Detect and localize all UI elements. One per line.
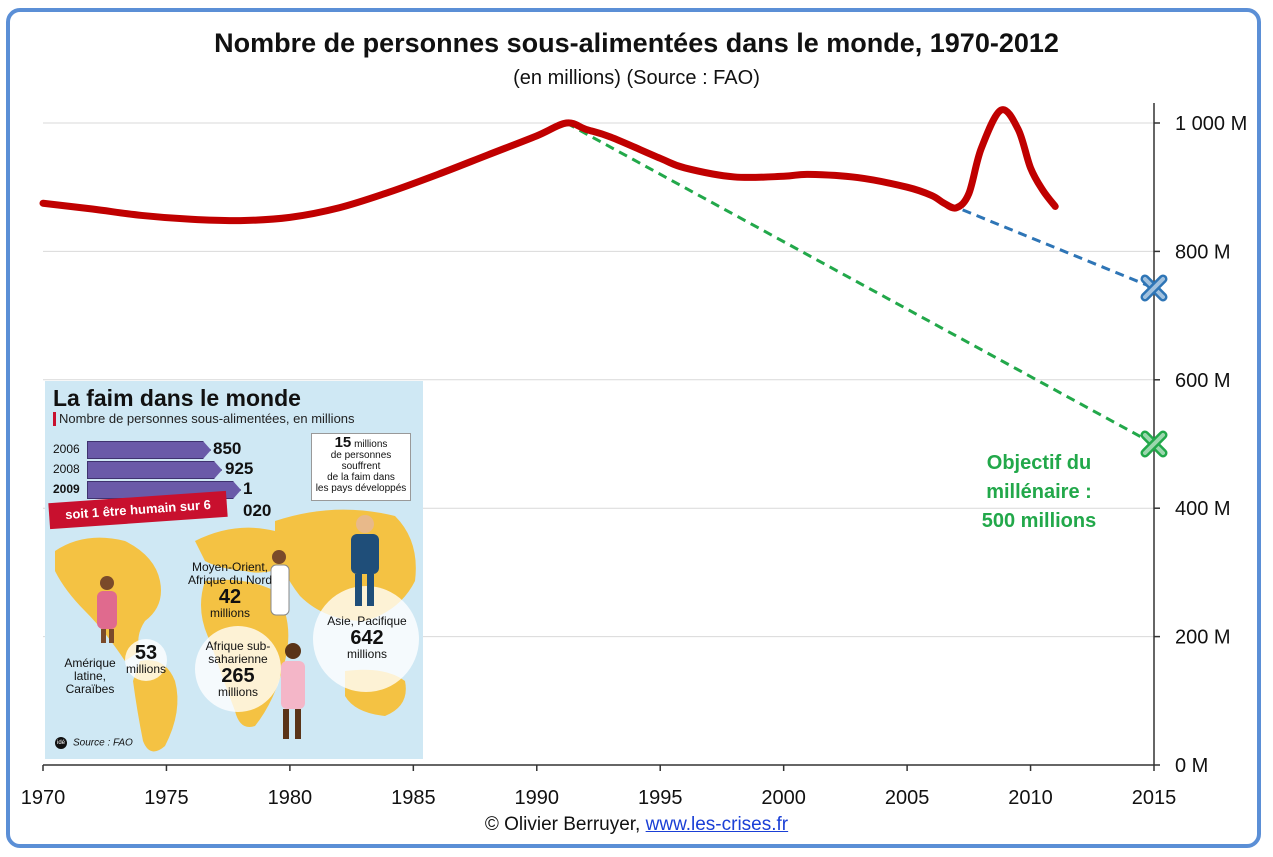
y-tick-label: 600 M (1175, 370, 1231, 392)
inset-title: La faim dans le monde (53, 385, 301, 411)
x-tick-label: 1990 (515, 787, 560, 809)
chart-title: Nombre de personnes sous-alimentées dans… (214, 28, 1059, 58)
x-tick-label: 1970 (21, 787, 66, 809)
credit-text: © Olivier Berruyer, (484, 814, 646, 835)
x-tick-label: 2005 (885, 787, 930, 809)
person-asia-icon (351, 515, 379, 606)
y-tick-labels: 0 M 200 M 400 M 600 M 800 M 1 000 M (1175, 113, 1247, 777)
region-value: 42 (218, 586, 242, 608)
inset-subtitle: Nombre de personnes sous-alimentées, en … (53, 412, 355, 426)
blue-x-marker (1140, 274, 1168, 302)
bar-value: 850 (213, 439, 242, 458)
green-x-marker (1140, 430, 1168, 458)
europe-shape (195, 527, 289, 573)
axes (42, 103, 1160, 771)
region-name: Amérique (64, 656, 116, 670)
bar-year: 2006 (53, 442, 80, 456)
x-tick-label: 1980 (268, 787, 313, 809)
box-number: 15 (334, 434, 352, 451)
region-name: latine, (73, 669, 107, 683)
box-line-4: de la faim dans (327, 472, 395, 483)
millennium-goal-annotation: Objectif du millénaire : 500 millions (982, 452, 1097, 532)
region-name: Afrique du Nord (187, 573, 273, 587)
bar-2008 (87, 461, 222, 479)
region-name: saharienne (208, 652, 268, 666)
people-figures (97, 515, 379, 739)
site-link[interactable]: www.les-crises.fr (645, 814, 789, 835)
green-goal-trend-line (565, 121, 1155, 446)
inset-source: idé Source : FAO (55, 737, 133, 749)
region-asia: Asie, Pacifique 642 millions (317, 615, 417, 661)
bar-year: 2008 (53, 462, 80, 476)
inset-source-text: Source : FAO (73, 737, 133, 749)
annotation-line-3: 500 millions (982, 510, 1097, 532)
y-tick-label: 0 M (1175, 755, 1208, 777)
x-tick-label: 1995 (638, 787, 683, 809)
series-lines (39, 106, 1155, 446)
africa-bubble (195, 626, 281, 712)
south-america-shape (133, 660, 178, 752)
region-name: Moyen-Orient, (191, 560, 269, 574)
x-tick-label: 2000 (761, 787, 806, 809)
bar-value: 925 (225, 459, 254, 478)
region-value: 265 (221, 665, 255, 687)
y-tick-label: 800 M (1175, 241, 1231, 263)
bar-value: 1 020 (243, 479, 272, 520)
x-tick-label: 2010 (1008, 787, 1053, 809)
region-value: 53 (134, 642, 158, 664)
x-tick-label: 1985 (391, 787, 436, 809)
region-unit: millions (217, 685, 258, 699)
box-line-2: de personnes (330, 450, 392, 461)
box-line-3: souffrent (341, 461, 381, 472)
person-mideast-icon (270, 550, 290, 616)
undernourished-series-line (39, 106, 1059, 225)
region-name: Caraïbes (65, 682, 115, 696)
region-latam-value: 53 millions (125, 643, 167, 676)
region-value: 642 (350, 627, 384, 649)
region-latam: Amérique latine, Caraïbes (55, 657, 125, 696)
region-name: Afrique sub- (205, 639, 271, 653)
y-tick-label: 400 M (1175, 498, 1231, 520)
box-line-5: les pays développés (315, 483, 407, 494)
ide-logo-icon: idé (55, 737, 67, 749)
latam-bubble (125, 639, 167, 681)
region-unit: millions (125, 662, 166, 676)
chart-subtitle: (en millions) (Source : FAO) (513, 67, 760, 89)
developed-countries-box: 15 millions de personnes souffrent de la… (311, 433, 411, 501)
bar-2006 (87, 441, 211, 459)
region-name: Asie, Pacifique (327, 614, 407, 628)
y-tick-label: 1 000 M (1175, 113, 1247, 135)
hunger-infographic: La faim dans le monde Nombre de personne… (45, 381, 423, 759)
x-tick-label: 2015 (1132, 787, 1177, 809)
footer-credit: © Olivier Berruyer, www.les-crises.fr (0, 814, 1273, 836)
person-africa-icon (281, 643, 305, 739)
person-latam-icon (97, 576, 117, 643)
target-markers (1140, 274, 1168, 458)
asia-bubble (313, 586, 419, 692)
region-mideast: Moyen-Orient, Afrique du Nord 42 million… (185, 561, 275, 620)
box-line-1: millions (354, 439, 388, 450)
region-africa: Afrique sub- saharienne 265 millions (193, 640, 283, 699)
annotation-line-2: millénaire : (986, 481, 1092, 503)
region-unit: millions (346, 647, 387, 661)
y-tick-label: 200 M (1175, 627, 1231, 649)
bar-year: 2009 (53, 482, 80, 496)
region-unit: millions (209, 606, 250, 620)
x-tick-labels: 1970 1975 1980 1985 1990 1995 2000 2005 2010 2015 (21, 787, 1177, 809)
annotation-line-1: Objectif du (987, 452, 1091, 474)
x-tick-label: 1975 (144, 787, 189, 809)
